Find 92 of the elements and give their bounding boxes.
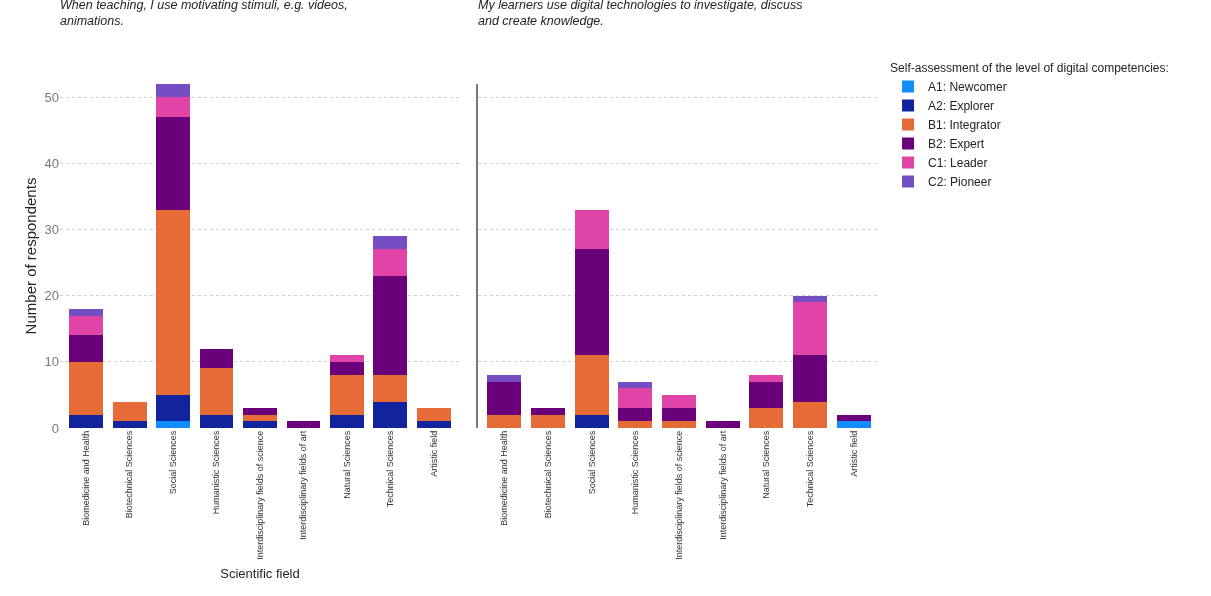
x-tick-label: Biotechnical Sciences	[542, 430, 553, 519]
bar	[243, 408, 277, 415]
bar	[618, 421, 653, 428]
bar	[156, 117, 190, 210]
x-tick-label: Humanistic Sciences	[630, 430, 641, 515]
bar	[705, 421, 740, 428]
bar	[530, 408, 565, 415]
bar	[156, 209, 190, 395]
x-tick-label: Natural Sciences	[341, 430, 352, 499]
bar	[487, 381, 522, 415]
bar	[156, 97, 190, 118]
x-tick-label: Interdisciplinary fields of art	[298, 430, 309, 540]
chart-title: My learners use digital technologies to investigate, discuss and create knowledge.	[478, 0, 803, 29]
bar	[199, 414, 234, 428]
x-tick-label: Humanistic Sciences	[211, 430, 222, 515]
chart-title: When teaching, I use motivating stimuli, e.g. videos, animations.	[60, 0, 348, 29]
bar	[416, 408, 451, 422]
x-tick-label: Biomedicine and Health	[81, 430, 92, 526]
bar	[793, 401, 828, 428]
bar	[330, 361, 364, 376]
x-tick-label: Social Sciences	[586, 430, 597, 495]
bar	[661, 408, 697, 422]
bar	[69, 315, 104, 336]
y-axis-title: Number of respondents	[21, 177, 39, 335]
bar	[69, 308, 104, 316]
bar	[661, 394, 697, 409]
bar	[836, 421, 871, 428]
bar	[618, 408, 653, 422]
bar	[574, 355, 609, 415]
y-tick-label: 10	[44, 354, 59, 370]
y-tick-label: 30	[44, 222, 59, 238]
x-tick-label: Technical Sciences	[805, 430, 816, 508]
x-tick-label: Social Sciences	[167, 430, 178, 495]
bar	[618, 388, 653, 409]
bar	[69, 335, 104, 362]
bar	[156, 84, 190, 98]
bar	[112, 401, 147, 422]
legend-label: B2: Expert	[928, 137, 985, 152]
bar	[618, 381, 653, 389]
bar	[199, 348, 234, 369]
bar	[243, 414, 277, 422]
legend-label: A1: Newcomer	[928, 80, 1007, 95]
bar	[286, 421, 321, 428]
bar	[793, 295, 828, 303]
bar	[574, 249, 609, 356]
x-tick-label: Interdisciplinary fields of art	[717, 430, 728, 540]
bar	[574, 414, 609, 428]
x-tick-label: Artistic field	[428, 430, 439, 477]
x-tick-label: Biomedicine and Health	[499, 430, 510, 526]
bar	[661, 421, 697, 428]
bar	[574, 209, 609, 250]
legend-label: A2: Explorer	[928, 99, 995, 114]
bar	[793, 302, 828, 356]
bar	[749, 381, 784, 409]
bar	[416, 421, 451, 428]
bar	[373, 236, 408, 250]
y-tick-label: 0	[51, 420, 59, 436]
bar	[330, 414, 364, 428]
legend-label: C2: Pioneer	[928, 175, 992, 190]
bar	[749, 375, 784, 382]
bar	[156, 394, 190, 422]
bar	[373, 375, 408, 402]
bar	[487, 414, 522, 428]
y-tick-label: 50	[44, 89, 59, 105]
bar	[373, 249, 408, 276]
bar	[487, 375, 522, 382]
bar	[793, 355, 828, 402]
x-tick-label: Biotechnical Sciences	[124, 430, 135, 519]
bar	[69, 361, 104, 415]
x-tick-label: Interdisciplinary fields of science	[254, 430, 265, 560]
legend-label: B1: Integrator	[928, 118, 1001, 133]
y-tick-label: 20	[44, 288, 59, 304]
x-tick-label: Natural Sciences	[761, 430, 772, 499]
bar	[69, 414, 104, 428]
bar	[373, 275, 408, 376]
bar	[243, 421, 277, 428]
bar	[530, 414, 565, 428]
bar	[156, 421, 190, 428]
x-tick-label: Interdisciplinary fields of science	[673, 430, 684, 560]
x-tick-label: Technical Sciences	[385, 430, 396, 508]
y-tick-label: 40	[44, 155, 59, 171]
x-axis-title: Scientific field	[220, 566, 300, 582]
bar	[112, 421, 147, 428]
bar	[330, 375, 364, 415]
bar	[199, 368, 234, 415]
legend-label: C1: Leader	[928, 156, 988, 171]
bar	[836, 414, 871, 422]
bar	[749, 408, 784, 428]
bar	[373, 401, 408, 428]
legend-title: Self-assessment of the level of digital competencies:	[890, 61, 1169, 76]
x-tick-label: Artistic field	[848, 430, 859, 477]
bar	[330, 355, 364, 362]
